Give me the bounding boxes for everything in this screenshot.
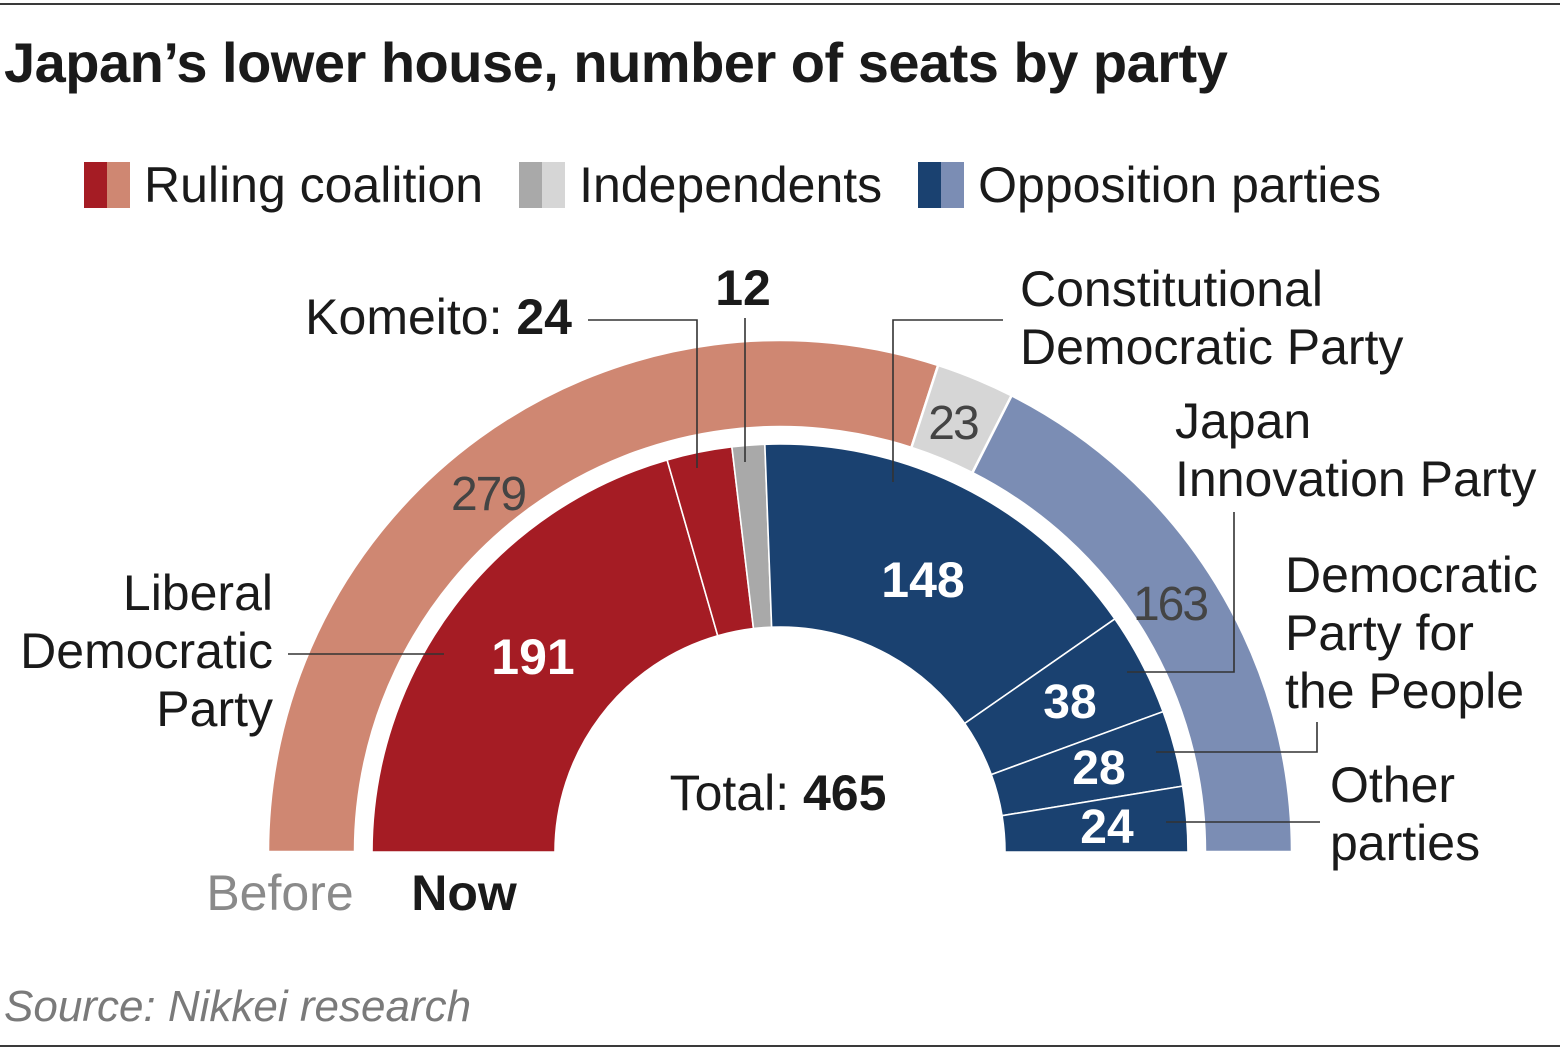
callout-other-line-0: Other bbox=[1330, 757, 1455, 813]
callout-independents-value: 12 bbox=[715, 260, 771, 316]
legend: Ruling coalition Independents Opposition… bbox=[84, 155, 1417, 215]
before-segment-ruling-coalition bbox=[266, 338, 940, 854]
now-value-japan-innovation-party: 38 bbox=[1043, 676, 1096, 729]
chart-title: Japan’s lower house, number of seats by … bbox=[4, 31, 1228, 94]
callout-other-line-1: parties bbox=[1330, 815, 1480, 871]
top-rule bbox=[0, 3, 1560, 5]
callout-dpp-line-0: Democratic bbox=[1285, 547, 1538, 603]
callout-dpp-line-1: Party for bbox=[1285, 605, 1474, 661]
callout-ldp-line-0: Liberal bbox=[123, 565, 273, 621]
bottom-rule bbox=[0, 1045, 1560, 1047]
total-value: 465 bbox=[803, 765, 886, 821]
legend-item-opposition-parties: Opposition parties bbox=[918, 156, 1381, 214]
now-value-other-parties: 24 bbox=[1080, 801, 1134, 854]
callout-jip-line-1: Innovation Party bbox=[1175, 451, 1536, 507]
leader-dpp bbox=[1156, 722, 1318, 753]
before-segment-opposition-parties bbox=[970, 393, 1294, 854]
before-value-opposition-parties: 163 bbox=[1133, 578, 1207, 631]
now-segment-other-parties bbox=[1001, 785, 1189, 853]
callout-dpp-line-2: the People bbox=[1285, 663, 1524, 719]
callout-cdp-line-0: Constitutional bbox=[1020, 261, 1323, 317]
leader-jip bbox=[1127, 512, 1235, 673]
callout-ldp-line-1: Democratic bbox=[20, 623, 273, 679]
legend-label-independents: Independents bbox=[579, 157, 883, 213]
now-value-democratic-party-for-the-people: 28 bbox=[1072, 742, 1125, 795]
ring-name-before: Before bbox=[206, 865, 353, 921]
now-segment-constitutional-democratic-party bbox=[764, 443, 1116, 725]
now-value-liberal-democratic-party: 191 bbox=[491, 629, 574, 685]
leader-cdp bbox=[892, 319, 1003, 482]
legend-swatch-opposition-parties bbox=[918, 162, 965, 208]
callout-jip-line-0: Japan bbox=[1175, 393, 1311, 449]
callout-komeito: Komeito: 24 bbox=[305, 289, 572, 345]
callout-komeito-value: 24 bbox=[516, 289, 572, 345]
ring-name-now: Now bbox=[411, 865, 517, 921]
before-value-independents: 23 bbox=[928, 397, 978, 450]
legend-swatch-independents bbox=[519, 162, 566, 208]
total-label: Total: 465 bbox=[670, 765, 887, 821]
legend-item-ruling-coalition: Ruling coalition bbox=[84, 156, 483, 214]
callout-cdp-line-1: Democratic Party bbox=[1020, 319, 1403, 375]
before-value-ruling-coalition: 279 bbox=[451, 468, 525, 521]
source-note: Source: Nikkei research bbox=[4, 982, 472, 1031]
leader-komeito bbox=[588, 319, 698, 468]
legend-item-independents: Independents bbox=[519, 156, 882, 214]
now-value-constitutional-democratic-party: 148 bbox=[881, 552, 964, 608]
callout-ldp-line-2: Party bbox=[156, 681, 273, 737]
now-segment-liberal-democratic-party bbox=[371, 458, 719, 853]
legend-label-ruling-coalition: Ruling coalition bbox=[144, 157, 484, 213]
legend-swatch-ruling-coalition bbox=[84, 162, 130, 208]
legend-label-opposition-parties: Opposition parties bbox=[978, 157, 1382, 213]
